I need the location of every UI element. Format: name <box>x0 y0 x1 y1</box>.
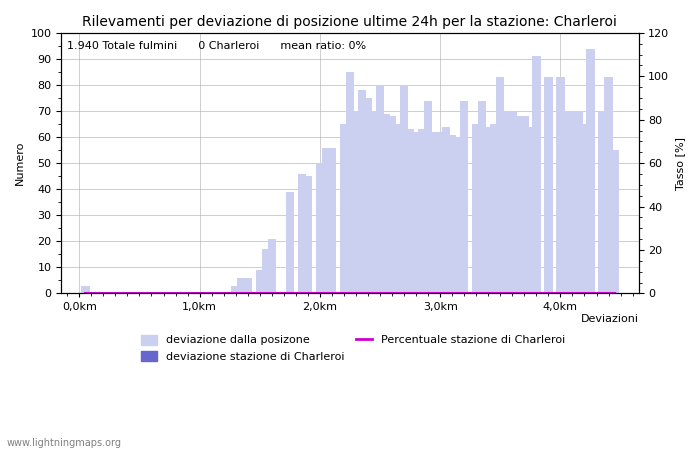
Bar <box>232 286 240 293</box>
Bar <box>502 111 510 293</box>
Bar <box>256 270 264 293</box>
Bar <box>562 111 570 293</box>
Bar <box>556 77 565 293</box>
Bar <box>364 98 372 293</box>
Bar <box>490 124 498 293</box>
Bar <box>544 77 552 293</box>
Bar <box>358 90 366 293</box>
Y-axis label: Tasso [%]: Tasso [%] <box>675 137 685 189</box>
Text: www.lightningmaps.org: www.lightningmaps.org <box>7 438 122 448</box>
Bar <box>598 111 607 293</box>
Bar <box>496 77 505 293</box>
Bar <box>340 124 348 293</box>
Bar <box>388 116 396 293</box>
Bar <box>262 249 270 293</box>
Bar <box>442 127 450 293</box>
Bar <box>520 116 528 293</box>
Bar <box>604 77 612 293</box>
Bar <box>351 111 360 293</box>
Bar <box>587 49 595 293</box>
Bar <box>286 192 294 293</box>
Text: 1.940 Totale fulmini      0 Charleroi      mean ratio: 0%: 1.940 Totale fulmini 0 Charleroi mean ra… <box>67 41 366 51</box>
Bar <box>448 135 456 293</box>
Bar <box>436 132 445 293</box>
Bar <box>574 111 582 293</box>
Bar <box>508 111 517 293</box>
Bar <box>478 101 486 293</box>
Bar <box>382 114 390 293</box>
Bar <box>526 127 535 293</box>
Bar <box>298 174 306 293</box>
Bar <box>244 278 252 293</box>
Bar <box>514 116 522 293</box>
Bar <box>370 111 378 293</box>
Bar <box>237 278 246 293</box>
Bar <box>412 132 420 293</box>
Bar <box>580 124 589 293</box>
Bar <box>316 163 324 293</box>
Bar <box>454 137 463 293</box>
Bar <box>472 124 480 293</box>
Bar <box>424 101 433 293</box>
Title: Rilevamenti per deviazione di posizione ultime 24h per la stazione: Charleroi: Rilevamenti per deviazione di posizione … <box>83 15 617 29</box>
Bar <box>460 101 468 293</box>
Legend: deviazione dalla posizone, deviazione stazione di Charleroi, Percentuale stazion: deviazione dalla posizone, deviazione st… <box>136 330 570 366</box>
Bar <box>568 111 577 293</box>
Bar <box>430 132 438 293</box>
Bar <box>267 238 276 293</box>
Bar <box>81 286 90 293</box>
Bar <box>484 127 493 293</box>
Bar <box>376 85 384 293</box>
Text: Deviazioni: Deviazioni <box>580 314 638 324</box>
Bar <box>532 56 540 293</box>
Bar <box>304 176 312 293</box>
Bar <box>322 148 330 293</box>
Bar <box>394 124 402 293</box>
Bar <box>418 129 426 293</box>
Y-axis label: Numero: Numero <box>15 141 25 185</box>
Bar <box>328 148 336 293</box>
Bar <box>346 72 354 293</box>
Bar <box>610 150 619 293</box>
Bar <box>400 85 408 293</box>
Bar <box>406 129 414 293</box>
